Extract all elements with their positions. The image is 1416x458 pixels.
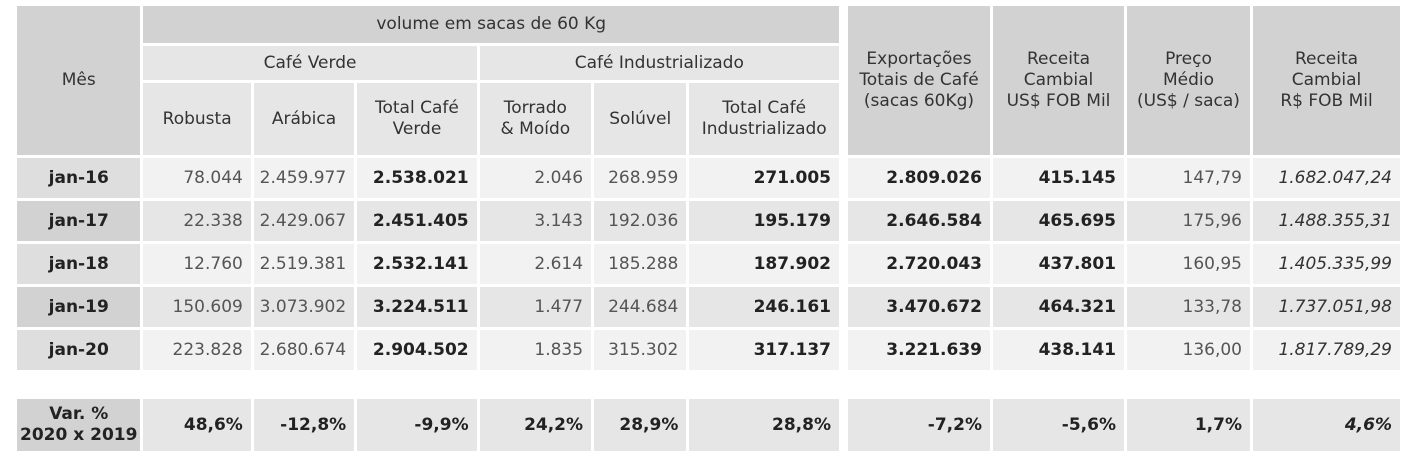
col-header-soluble: Solúvel bbox=[594, 83, 687, 155]
table-row: 2.720.043 437.801 160,95 1.405.335,99 bbox=[848, 244, 1400, 284]
table-row: jan-16 78.044 2.459.977 2.538.021 2.046 … bbox=[17, 158, 839, 198]
value-cell: 1.737.051,98 bbox=[1253, 287, 1400, 327]
value-cell: 1.817.789,29 bbox=[1253, 330, 1400, 370]
value-cell: 2.809.026 bbox=[848, 158, 990, 198]
col-header-robusta: Robusta bbox=[143, 83, 251, 155]
value-cell: 185.288 bbox=[594, 244, 687, 284]
variation-cell: 28,8% bbox=[689, 399, 839, 451]
value-cell: 3.470.672 bbox=[848, 287, 990, 327]
col-header-revenue-brl: Receita Cambial R$ FOB Mil bbox=[1253, 6, 1400, 155]
table-row: jan-20 223.828 2.680.674 2.904.502 1.835… bbox=[17, 330, 839, 370]
value-cell: 2.046 bbox=[479, 158, 592, 198]
value-cell: 2.720.043 bbox=[848, 244, 990, 284]
value-cell: 1.488.355,31 bbox=[1253, 201, 1400, 241]
value-cell: 78.044 bbox=[143, 158, 251, 198]
value-cell: 3.073.902 bbox=[253, 287, 355, 327]
value-cell: 12.760 bbox=[143, 244, 251, 284]
variation-cell: -9,9% bbox=[357, 399, 477, 451]
value-cell: 2.538.021 bbox=[357, 158, 477, 198]
variation-cell: -5,6% bbox=[993, 399, 1124, 451]
month-cell: jan-19 bbox=[17, 287, 141, 327]
variation-cell: -12,8% bbox=[253, 399, 355, 451]
value-cell: 195.179 bbox=[689, 201, 839, 241]
value-cell: 192.036 bbox=[594, 201, 687, 241]
variation-cell: 48,6% bbox=[143, 399, 251, 451]
value-cell: 1.835 bbox=[479, 330, 592, 370]
month-cell: jan-16 bbox=[17, 158, 141, 198]
value-cell: 3.143 bbox=[479, 201, 592, 241]
value-cell: 244.684 bbox=[594, 287, 687, 327]
value-cell: 2.904.502 bbox=[357, 330, 477, 370]
table-row: 3.221.639 438.141 136,00 1.817.789,29 bbox=[848, 330, 1400, 370]
value-cell: 2.646.584 bbox=[848, 201, 990, 241]
col-header-arabica: Arábica bbox=[253, 83, 355, 155]
value-cell: 2.459.977 bbox=[253, 158, 355, 198]
col-header-total-green: Total Café Verde bbox=[357, 83, 477, 155]
value-cell: 133,78 bbox=[1127, 287, 1250, 327]
col-header-average-price: Preço Médio (US$ / saca) bbox=[1127, 6, 1250, 155]
value-cell: 317.137 bbox=[689, 330, 839, 370]
variation-label: Var. % 2020 x 2019 bbox=[17, 399, 141, 451]
value-cell: 1.682.047,24 bbox=[1253, 158, 1400, 198]
variation-cell: 24,2% bbox=[479, 399, 592, 451]
industrialized-coffee-header: Café Industrializado bbox=[479, 46, 839, 80]
variation-cell: 4,6% bbox=[1253, 399, 1400, 451]
value-cell: 3.224.511 bbox=[357, 287, 477, 327]
value-cell: 147,79 bbox=[1127, 158, 1250, 198]
variation-cell: 1,7% bbox=[1127, 399, 1250, 451]
green-coffee-header: Café Verde bbox=[143, 46, 477, 80]
value-cell: 175,96 bbox=[1127, 201, 1250, 241]
month-cell: jan-17 bbox=[17, 201, 141, 241]
value-cell: 2.519.381 bbox=[253, 244, 355, 284]
value-cell: 246.161 bbox=[689, 287, 839, 327]
volume-table: Mês volume em sacas de 60 Kg Café Verde … bbox=[14, 3, 842, 454]
table-row: jan-19 150.609 3.073.902 3.224.511 1.477… bbox=[17, 287, 839, 327]
volume-header: volume em sacas de 60 Kg bbox=[143, 6, 839, 43]
value-cell: 1.405.335,99 bbox=[1253, 244, 1400, 284]
table-row: 2.809.026 415.145 147,79 1.682.047,24 bbox=[848, 158, 1400, 198]
value-cell: 438.141 bbox=[993, 330, 1124, 370]
value-cell: 2.532.141 bbox=[357, 244, 477, 284]
value-cell: 187.902 bbox=[689, 244, 839, 284]
value-cell: 464.321 bbox=[993, 287, 1124, 327]
month-cell: jan-18 bbox=[17, 244, 141, 284]
exports-table: Exportações Totais de Café (sacas 60Kg) Re… bbox=[845, 3, 1403, 454]
value-cell: 160,95 bbox=[1127, 244, 1250, 284]
value-cell: 437.801 bbox=[993, 244, 1124, 284]
table-row: 3.470.672 464.321 133,78 1.737.051,98 bbox=[848, 287, 1400, 327]
table-row: jan-18 12.760 2.519.381 2.532.141 2.614 … bbox=[17, 244, 839, 284]
variation-cell: -7,2% bbox=[848, 399, 990, 451]
table-row: jan-17 22.338 2.429.067 2.451.405 3.143 … bbox=[17, 201, 839, 241]
value-cell: 223.828 bbox=[143, 330, 251, 370]
value-cell: 136,00 bbox=[1127, 330, 1250, 370]
col-header-total-exports: Exportações Totais de Café (sacas 60Kg) bbox=[848, 6, 990, 155]
value-cell: 315.302 bbox=[594, 330, 687, 370]
month-cell: jan-20 bbox=[17, 330, 141, 370]
value-cell: 3.221.639 bbox=[848, 330, 990, 370]
variation-row: -7,2% -5,6% 1,7% 4,6% bbox=[848, 399, 1400, 451]
value-cell: 2.614 bbox=[479, 244, 592, 284]
col-header-revenue-usd: Receita Cambial US$ FOB Mil bbox=[993, 6, 1124, 155]
value-cell: 2.429.067 bbox=[253, 201, 355, 241]
value-cell: 465.695 bbox=[993, 201, 1124, 241]
variation-cell: 28,9% bbox=[594, 399, 687, 451]
value-cell: 150.609 bbox=[143, 287, 251, 327]
col-header-roasted-ground: Torrado & Moído bbox=[479, 83, 592, 155]
value-cell: 2.680.674 bbox=[253, 330, 355, 370]
value-cell: 22.338 bbox=[143, 201, 251, 241]
value-cell: 271.005 bbox=[689, 158, 839, 198]
value-cell: 2.451.405 bbox=[357, 201, 477, 241]
value-cell: 1.477 bbox=[479, 287, 592, 327]
table-row: 2.646.584 465.695 175,96 1.488.355,31 bbox=[848, 201, 1400, 241]
variation-row: Var. % 2020 x 2019 48,6% -12,8% -9,9% 24,… bbox=[17, 399, 839, 451]
col-header-total-industrialized: Total Café Industrializado bbox=[689, 83, 839, 155]
value-cell: 268.959 bbox=[594, 158, 687, 198]
month-header: Mês bbox=[17, 6, 141, 155]
value-cell: 415.145 bbox=[993, 158, 1124, 198]
